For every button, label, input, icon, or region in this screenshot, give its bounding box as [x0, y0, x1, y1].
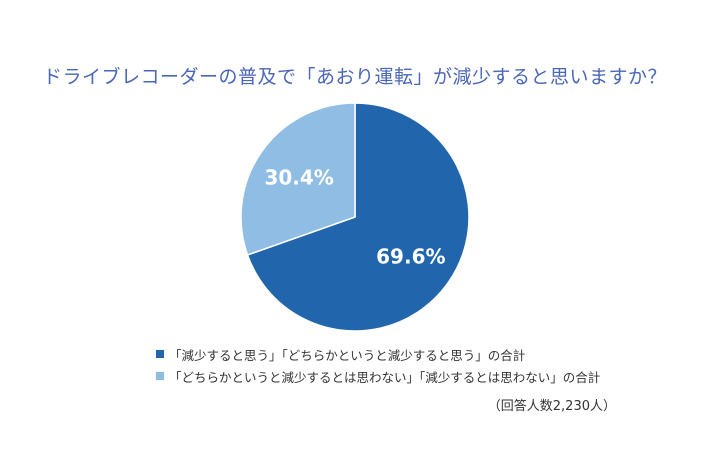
legend-swatch-not-decrease	[156, 372, 164, 380]
pie-slice-decrease	[246, 102, 470, 332]
legend-label-not-decrease: 「どちらかというと減少するとは思わない」「減少するとは思わない」の合計	[169, 369, 601, 385]
legend-swatch-decrease	[156, 350, 164, 358]
legend-item-not-decrease: 「どちらかというと減少するとは思わない」「減少するとは思わない」の合計	[156, 365, 600, 387]
legend-item-decrease: 「減少すると思う」「どちらかというと減少すると思う」の合計	[156, 343, 600, 365]
pie-slice-not-decrease	[240, 102, 356, 256]
respondent-count-note: （回答人数2,230人）	[487, 399, 616, 414]
chart-title: ドライブレコーダーの普及で「あおり運転」が減少すると思いますか？	[42, 66, 667, 88]
slice-label-decrease: 69.6%	[376, 245, 445, 269]
legend-label-decrease: 「減少すると思う」「どちらかというと減少すると思う」の合計	[169, 347, 526, 363]
slice-label-not-decrease: 30.4%	[264, 165, 333, 189]
legend: 「減少すると思う」「どちらかというと減少すると思う」の合計 「どちらかというと減…	[156, 343, 600, 387]
